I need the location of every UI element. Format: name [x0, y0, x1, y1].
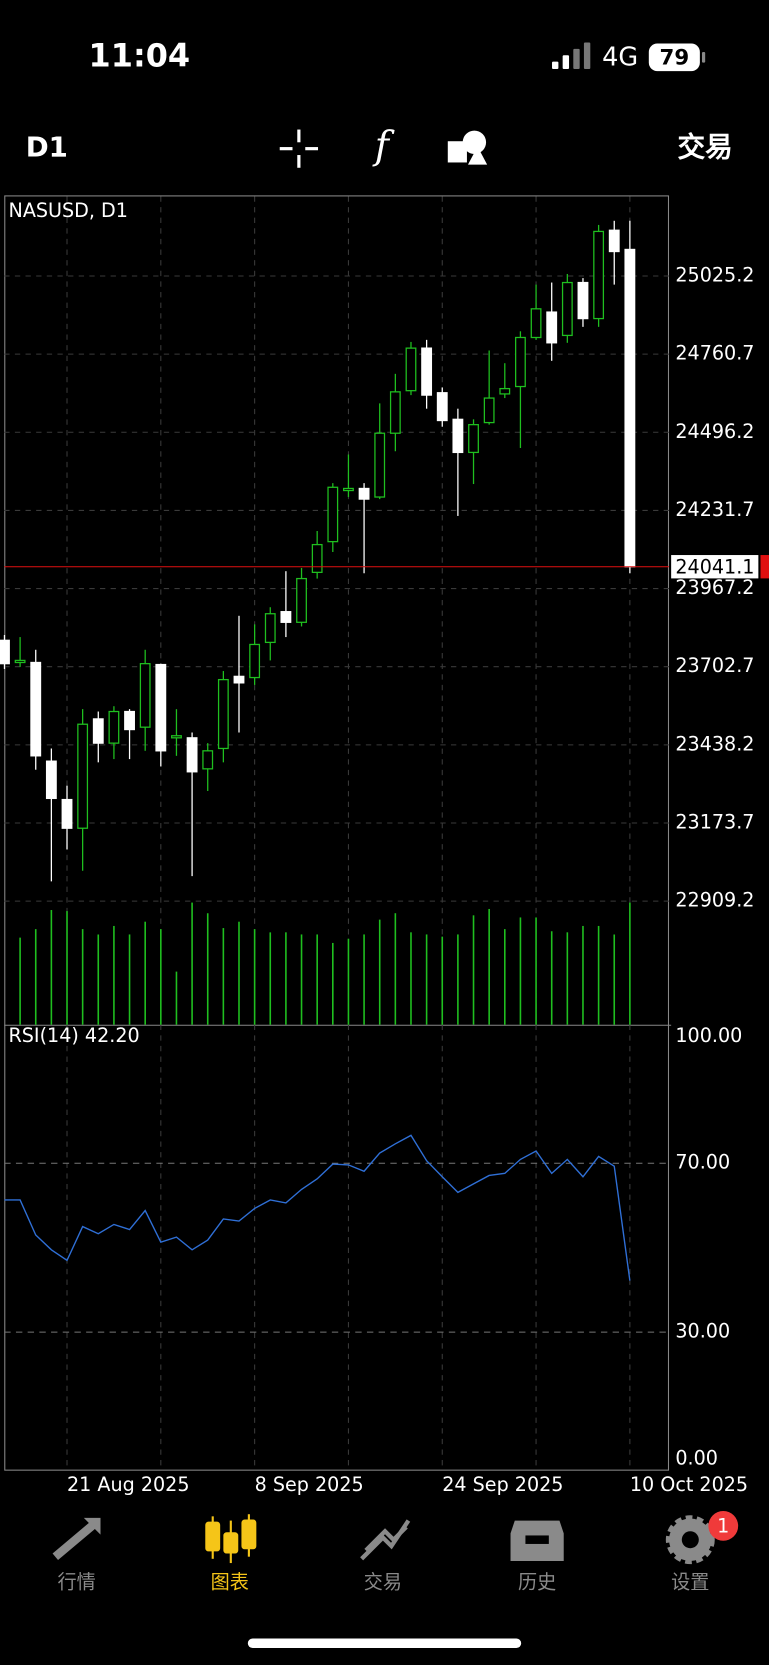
candle-body [561, 281, 573, 337]
tab-label[interactable]: 图表 [211, 1571, 249, 1594]
rsi-line [4, 1134, 631, 1281]
badge-count: 1 [717, 1514, 729, 1537]
candle-body [499, 387, 511, 395]
candle-body [389, 391, 401, 434]
y-tick-label: 23702.7 [675, 654, 754, 677]
current-price: 24041.1 [675, 555, 754, 578]
candle-body [515, 336, 526, 388]
candle-body [171, 735, 182, 739]
candle-body [30, 661, 42, 757]
candle-body [546, 311, 558, 344]
candle-body [374, 432, 386, 498]
y-tick-label: 24760.7 [675, 342, 754, 365]
candle-body [280, 611, 292, 623]
candle-body [483, 397, 495, 424]
candle-body [343, 487, 354, 492]
tab-label[interactable]: 交易 [364, 1571, 402, 1594]
candle-body [202, 750, 214, 770]
tab-icon-quotes[interactable] [52, 1517, 101, 1560]
candle-body [452, 418, 464, 454]
crosshair-button[interactable] [279, 129, 319, 168]
x-tick-label: 8 Sep 2025 [255, 1473, 364, 1496]
candle-body [14, 659, 26, 664]
badge [708, 1511, 739, 1541]
chart-title: NASUSD, D1 [9, 199, 128, 222]
candle-body [155, 663, 167, 752]
trade-button[interactable]: 交易 [678, 131, 733, 164]
y-tick-label: 23967.2 [675, 576, 754, 599]
price-tag-bg [671, 555, 759, 579]
candle-body [233, 675, 245, 684]
y-tick-label: 23173.7 [675, 811, 754, 834]
candle-body [296, 577, 307, 623]
candle-body [624, 248, 636, 568]
rsi-title: RSI(14) 42.20 [9, 1024, 140, 1047]
candle-body [577, 281, 589, 320]
y-tick-label: 24231.7 [675, 498, 754, 521]
clock: 11:04 [89, 36, 191, 74]
candle-body [77, 723, 89, 829]
candle-body [124, 710, 135, 731]
battery-icon [648, 43, 700, 72]
tab-label[interactable]: 历史 [518, 1571, 556, 1594]
candle-body [108, 710, 120, 744]
y-tick-label: 24496.2 [675, 420, 754, 443]
candle-body [264, 613, 276, 644]
battery-tip [701, 52, 706, 63]
candle-body [468, 424, 479, 454]
network: 4G [602, 42, 638, 72]
y-tick-label: 25025.2 [675, 263, 754, 286]
y-tick-label: 30.00 [675, 1320, 730, 1343]
x-tick-label: 24 Sep 2025 [442, 1473, 563, 1496]
x-tick-label: 21 Aug 2025 [67, 1473, 190, 1496]
candle-body [421, 347, 433, 396]
y-tick-label: 70.00 [675, 1151, 730, 1174]
tab-icon-trade[interactable] [360, 1519, 411, 1561]
candle-body [45, 760, 57, 800]
signal-icon [552, 42, 591, 70]
candle-body [186, 737, 198, 773]
candle-body [593, 230, 605, 320]
tab-icon-settings[interactable] [665, 1515, 715, 1565]
y-tick-label: 0.00 [675, 1446, 718, 1469]
candle-body [358, 487, 370, 500]
home-indicator [247, 1638, 522, 1649]
tab-icon-chart[interactable] [205, 1514, 257, 1564]
candle-body [139, 663, 151, 728]
candle-body [608, 229, 620, 253]
candle-body [249, 643, 261, 679]
x-tick-label: 10 Oct 2025 [630, 1473, 748, 1496]
y-tick-label: 23438.2 [675, 732, 754, 755]
tab-icon-history[interactable] [510, 1520, 564, 1561]
candle-body [217, 678, 229, 750]
candle-body [61, 798, 73, 829]
candle-body [0, 639, 10, 665]
candle-body [436, 392, 448, 422]
timeframe-button[interactable]: D1 [26, 131, 68, 164]
y-tick-label: 100.00 [675, 1024, 742, 1047]
chart-frame [4, 195, 670, 1471]
y-tick-label: 22909.2 [675, 889, 754, 912]
candle-body [327, 486, 339, 543]
tab-label[interactable]: 行情 [57, 1571, 95, 1594]
candle-body [311, 543, 323, 574]
battery-level: 79 [660, 45, 690, 70]
candle-body [530, 308, 542, 339]
price-tag-marker [760, 555, 769, 579]
candle-body [92, 718, 104, 744]
tab-label[interactable]: 设置 [671, 1571, 709, 1594]
objects-button[interactable] [447, 130, 488, 165]
candle-body [405, 347, 417, 392]
